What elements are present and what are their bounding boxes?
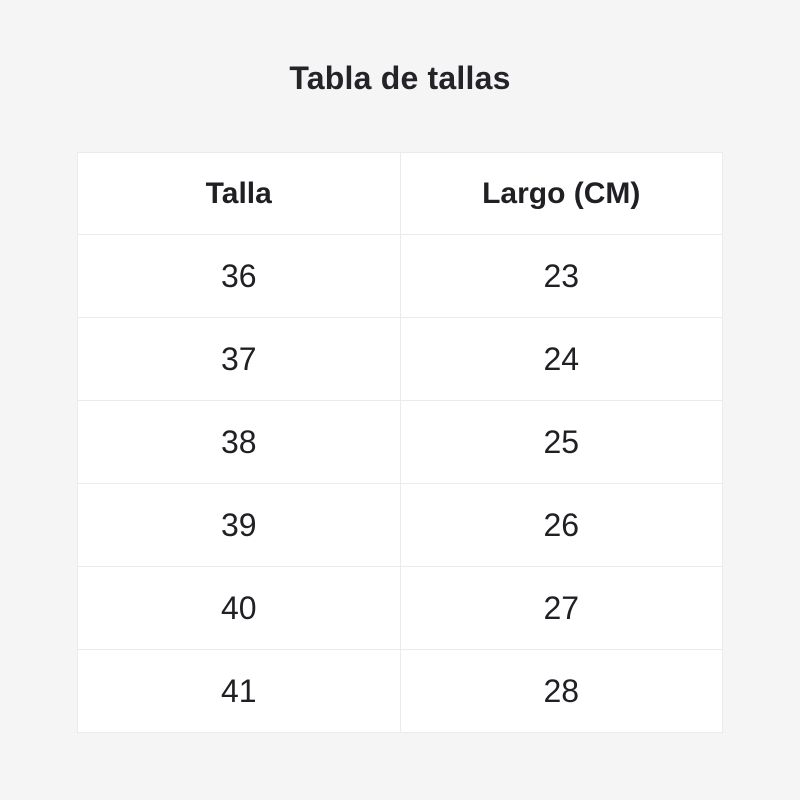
size-cell: 36 (77, 234, 401, 318)
size-table-header: Talla Largo (CM) (77, 152, 723, 235)
column-header-talla: Talla (77, 152, 401, 235)
table-row: 38 25 (77, 400, 723, 484)
table-row: 37 24 (77, 317, 723, 401)
table-row: 40 27 (77, 566, 723, 650)
length-cell: 27 (399, 566, 723, 650)
size-cell: 41 (77, 649, 401, 733)
table-row: 36 23 (77, 234, 723, 318)
header-row: Talla Largo (CM) (77, 152, 723, 235)
size-chart-table-container: Talla Largo (CM) 36 23 37 24 38 25 39 26 (77, 152, 723, 733)
table-row: 39 26 (77, 483, 723, 567)
size-chart-table: Talla Largo (CM) 36 23 37 24 38 25 39 26 (77, 152, 723, 733)
column-header-largo: Largo (CM) (399, 152, 723, 235)
length-cell: 26 (399, 483, 723, 567)
table-row: 41 28 (77, 649, 723, 733)
size-cell: 38 (77, 400, 401, 484)
size-cell: 39 (77, 483, 401, 567)
page-title: Tabla de tallas (289, 60, 511, 96)
length-cell: 23 (399, 234, 723, 318)
size-cell: 40 (77, 566, 401, 650)
length-cell: 28 (399, 649, 723, 733)
size-table-body: 36 23 37 24 38 25 39 26 40 27 41 28 (77, 234, 723, 733)
length-cell: 24 (399, 317, 723, 401)
size-cell: 37 (77, 317, 401, 401)
length-cell: 25 (399, 400, 723, 484)
